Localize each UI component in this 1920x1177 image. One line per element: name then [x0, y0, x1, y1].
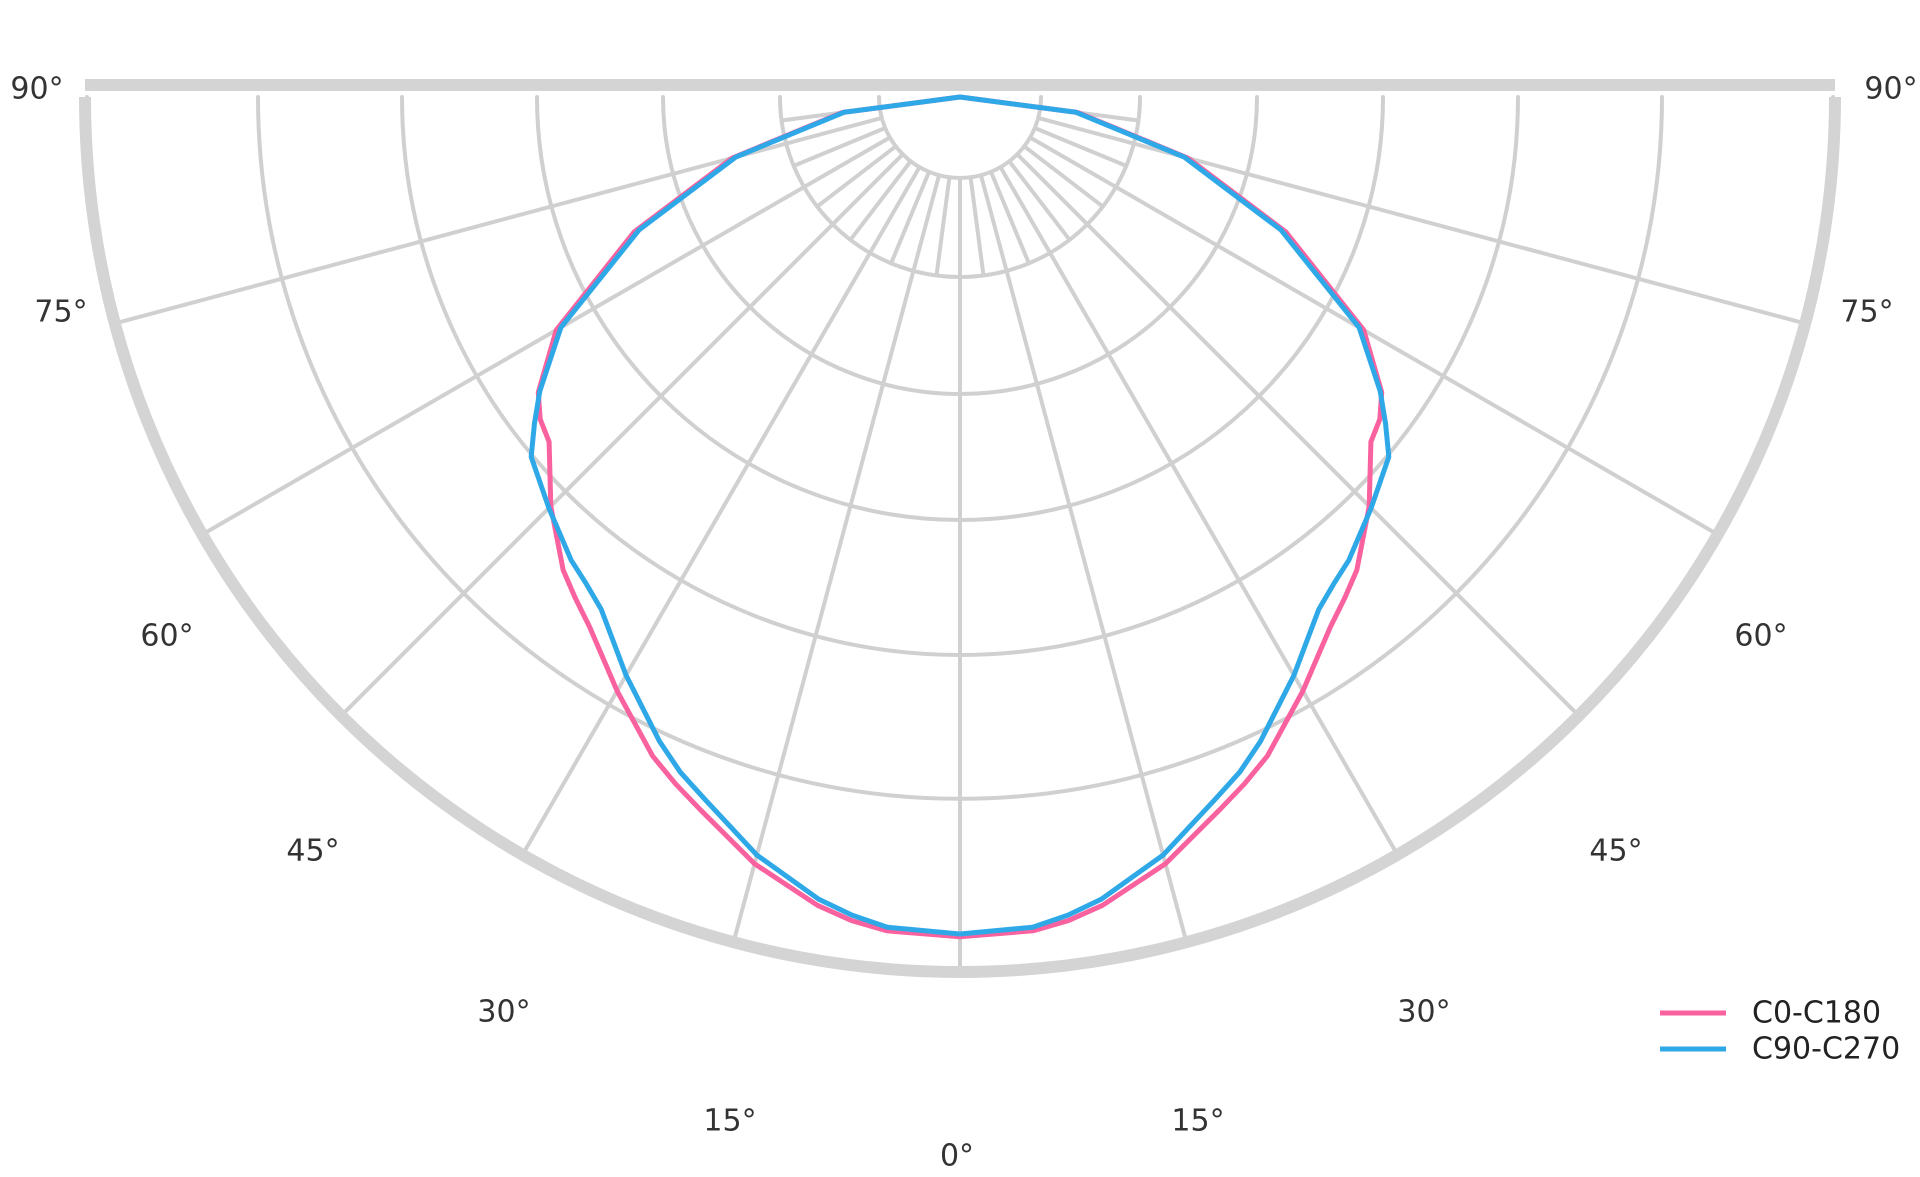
grid-minor-spoke-22.5 — [989, 169, 1031, 266]
angle-tick-label-12: 90° — [1864, 72, 1917, 107]
angle-tick-label-7: 15° — [1171, 1104, 1224, 1139]
angle-tick-label-0: 90° — [10, 72, 63, 107]
angle-tick-label-4: 30° — [477, 995, 530, 1030]
legend-label-0: C0-C180 — [1752, 996, 1881, 1031]
grid-minor-spoke-52.5 — [1022, 144, 1105, 209]
polar-angle-tick-labels: 90° 75° 60° 45° 30° 15° 0° 15° 30° 45° 60° 75° 90° — [10, 72, 1917, 1174]
grid-spoke--60 — [200, 135, 892, 537]
grid-minor-spoke--7.5 — [934, 175, 952, 278]
grid-spoke-45 — [1015, 152, 1581, 718]
angle-tick-label-1: 75° — [34, 295, 87, 330]
grid-spoke--15 — [731, 173, 942, 945]
legend-item-0[interactable]: C0-C180 — [1660, 996, 1881, 1031]
series-curve-c90-c270 — [528, 94, 1392, 937]
grid-minor-spoke--67.5 — [791, 126, 888, 168]
series-curve-c0-c180 — [535, 94, 1385, 940]
polar-series-curves — [528, 94, 1392, 940]
legend-label-1: C90-C270 — [1752, 1032, 1900, 1067]
angle-tick-label-6: 0° — [940, 1139, 974, 1174]
outer-boundary-arc — [79, 96, 1841, 978]
grid-minor-spoke--22.5 — [889, 169, 931, 266]
angle-tick-label-5: 15° — [703, 1104, 756, 1139]
polar-grid — [85, 95, 1835, 974]
grid-spoke--45 — [339, 152, 905, 718]
angle-tick-label-10: 60° — [1734, 619, 1787, 654]
grid-spoke-60 — [1028, 135, 1720, 537]
polar-outer-boundary — [79, 79, 1841, 978]
angle-tick-label-3: 45° — [286, 834, 339, 869]
grid-minor-spoke-37.5 — [1007, 159, 1072, 242]
grid-ring-0 — [877, 95, 1043, 180]
grid-spoke--30 — [520, 165, 922, 857]
grid-minor-spoke-67.5 — [1032, 126, 1129, 168]
angle-tick-label-9: 45° — [1589, 834, 1642, 869]
legend-item-1[interactable]: C90-C270 — [1660, 1032, 1900, 1067]
grid-minor-spoke--52.5 — [815, 144, 898, 209]
angle-tick-label-8: 30° — [1397, 995, 1450, 1030]
grid-minor-spoke--37.5 — [848, 159, 913, 242]
angle-tick-label-11: 75° — [1840, 295, 1893, 330]
grid-spoke-15 — [978, 173, 1189, 945]
grid-spoke-30 — [998, 165, 1400, 857]
angle-tick-label-2: 60° — [140, 619, 193, 654]
grid-minor-spoke-7.5 — [968, 175, 986, 278]
